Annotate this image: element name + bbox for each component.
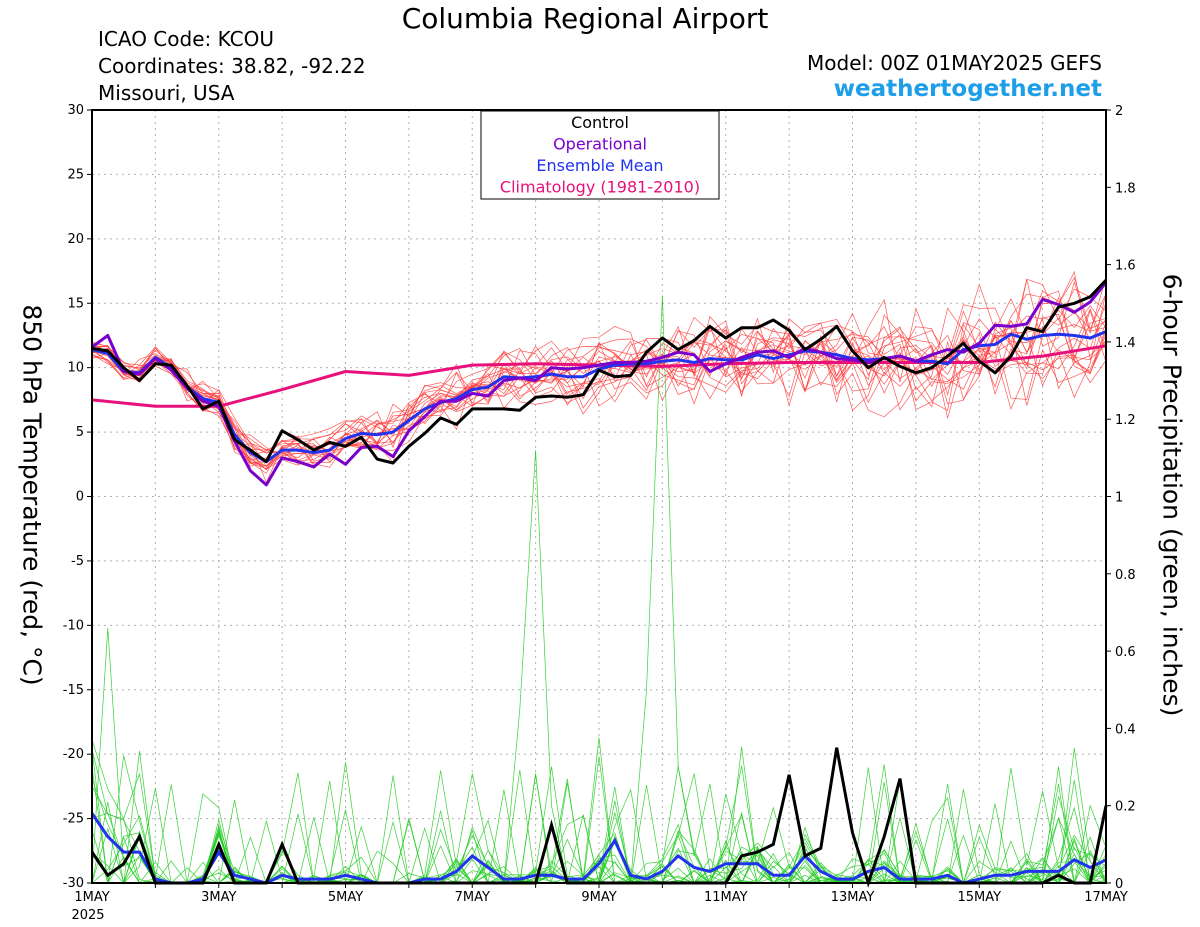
legend-entry: Climatology (1981-2010) — [500, 178, 700, 197]
tick-label-left: -5 — [71, 554, 84, 569]
tick-label-left: 25 — [67, 167, 84, 182]
temp-operational-line — [91, 281, 1108, 487]
tick-label-left: 30 — [67, 103, 84, 118]
tick-label-left: 20 — [67, 232, 84, 247]
region: Missouri, USA — [98, 81, 235, 105]
icao-code: ICAO Code: KCOU — [98, 27, 274, 51]
legend-entry: Control — [571, 113, 629, 132]
legend-entry: Operational — [553, 135, 647, 154]
tick-label-left: 5 — [76, 425, 84, 440]
tick-label-right: 1.4 — [1115, 336, 1136, 351]
tick-label-left: 10 — [67, 361, 84, 376]
tick-label-right: 1.2 — [1115, 413, 1136, 428]
axes: 302520151050-5-10-15-20-25-3021.81.61.41… — [63, 103, 1136, 923]
x-tick-label: 17MAY — [1084, 890, 1128, 905]
tick-label-right: 0.2 — [1115, 800, 1136, 815]
website-link[interactable]: weathertogether.net — [833, 76, 1102, 102]
tick-label-right: 1 — [1115, 491, 1123, 506]
grid — [92, 110, 1106, 883]
temp-member-line — [91, 317, 1107, 462]
temp-member-line — [91, 298, 1107, 484]
coordinates: Coordinates: 38.82, -92.22 — [98, 54, 366, 78]
tick-label-right: 1.8 — [1115, 181, 1136, 196]
temp-control-line — [91, 279, 1108, 465]
tick-label-right: 0.4 — [1115, 722, 1136, 737]
x-tick-label: 9MAY — [581, 890, 616, 905]
x-tick-label: 3MAY — [201, 890, 236, 905]
temp-member-line — [91, 278, 1107, 467]
tick-label-left: -30 — [63, 876, 84, 891]
tick-label-right: 0 — [1115, 877, 1123, 892]
temp-member-line — [91, 322, 1107, 471]
chart-title: Columbia Regional Airport — [401, 2, 769, 35]
tick-label-left: -10 — [63, 618, 84, 633]
x-tick-label: 13MAY — [831, 890, 875, 905]
x-tick-label: 15MAY — [957, 890, 1001, 905]
x-tick-label: 1MAY — [74, 890, 109, 905]
legend: Control Operational Ensemble Mean Climatolo… — [480, 110, 720, 200]
temp-member-line — [91, 315, 1107, 459]
tick-label-left: -25 — [63, 812, 84, 827]
model-run: Model: 00Z 01MAY2025 GEFS — [807, 51, 1102, 75]
temp-member-line — [91, 276, 1107, 464]
tick-label-left: 15 — [67, 296, 84, 311]
legend-entry: Ensemble Mean — [536, 156, 663, 175]
x-tick-label: 5MAY — [328, 890, 363, 905]
tick-label-left: -20 — [63, 747, 84, 762]
tick-label-right: 0.8 — [1115, 568, 1136, 583]
plot-frame — [91, 109, 1107, 884]
legend-box — [480, 110, 720, 200]
tick-label-right: 0.6 — [1115, 645, 1136, 660]
x-tick-label: 11MAY — [704, 890, 748, 905]
x-year-label: 2025 — [71, 908, 104, 923]
temp-member-line — [91, 296, 1107, 470]
tick-label-right: 1.6 — [1115, 259, 1136, 274]
tick-label-right: 2 — [1115, 104, 1123, 119]
tick-label-left: -15 — [63, 683, 84, 698]
precip-member-line — [91, 796, 1107, 884]
x-tick-label: 7MAY — [455, 890, 490, 905]
tick-label-left: 0 — [76, 490, 84, 505]
